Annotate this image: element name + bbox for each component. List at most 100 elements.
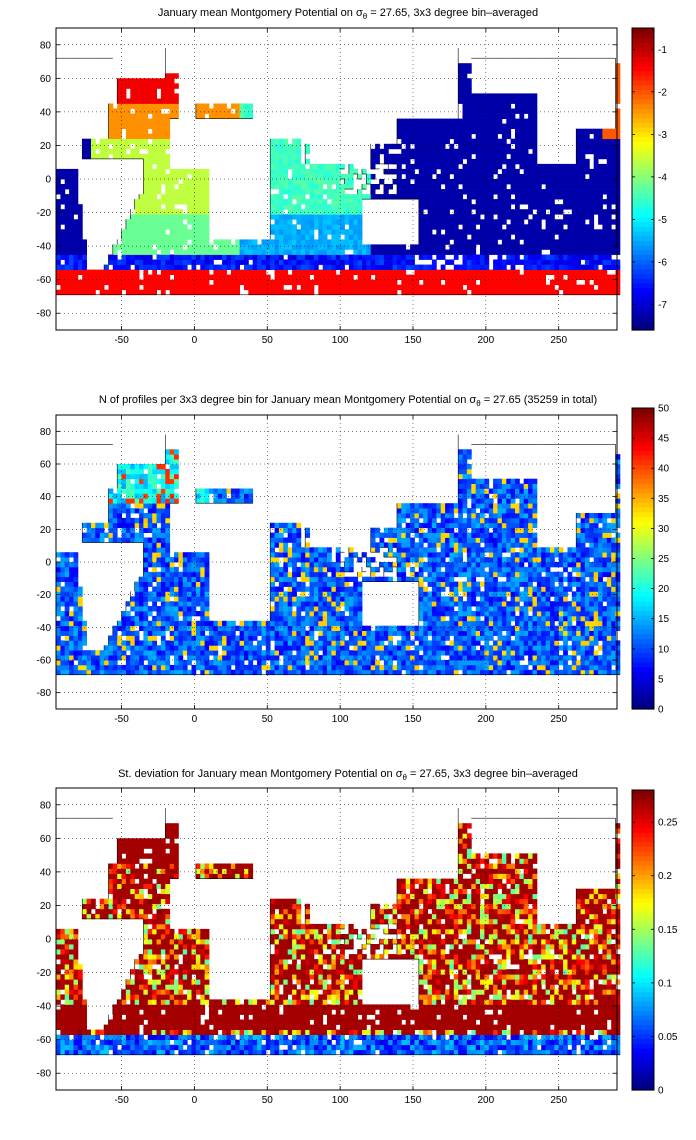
heatmap-cell — [418, 224, 424, 230]
heatmap-cell — [445, 289, 450, 296]
heatmap-cell — [475, 269, 481, 275]
heatmap-cell — [226, 498, 232, 504]
heatmap-cell — [178, 660, 184, 666]
colorbar-swatch — [632, 235, 654, 241]
heatmap-cell — [147, 83, 153, 89]
heatmap-cell — [82, 635, 87, 641]
heatmap-cell — [357, 234, 363, 240]
heatmap-cell — [178, 664, 184, 671]
heatmap-cell — [178, 259, 184, 265]
heatmap-cell — [200, 168, 206, 175]
heatmap-cell — [112, 118, 118, 124]
heatmap-cell — [160, 660, 166, 666]
heatmap-cell — [204, 591, 210, 597]
heatmap-cell — [204, 620, 210, 627]
heatmap-cell — [331, 209, 337, 215]
heatmap-cell — [104, 274, 109, 280]
heatmap-cell — [423, 133, 428, 140]
heatmap-cell — [156, 503, 162, 509]
heatmap-cell — [471, 179, 477, 185]
heatmap-cell — [515, 128, 520, 135]
heatmap-cell — [602, 174, 608, 180]
heatmap-cell — [449, 133, 455, 140]
heatmap-cell — [375, 254, 380, 260]
heatmap-cell — [235, 498, 240, 504]
heatmap-cell — [178, 635, 184, 641]
heatmap-cell — [536, 224, 542, 230]
heatmap-cell — [191, 194, 197, 200]
heatmap-cell — [606, 234, 612, 240]
heatmap-cell — [156, 284, 162, 291]
heatmap-cell — [187, 615, 192, 622]
heatmap-cell — [305, 214, 310, 220]
heatmap-cell — [410, 254, 415, 260]
heatmap-cell — [248, 113, 254, 119]
heatmap-cell — [344, 179, 350, 185]
heatmap-cell — [475, 184, 481, 190]
heatmap-cell — [576, 284, 581, 291]
heatmap-cell — [584, 128, 590, 135]
heatmap-cell — [453, 189, 459, 195]
heatmap-cell — [169, 630, 175, 636]
heatmap-cell — [436, 143, 442, 150]
heatmap-cell — [427, 224, 433, 230]
heatmap-cell — [187, 219, 192, 225]
heatmap-cell — [515, 123, 520, 129]
heatmap-cell — [143, 488, 149, 494]
heatmap-cell — [56, 630, 61, 636]
heatmap-cell — [309, 184, 315, 190]
heatmap-cell — [169, 459, 175, 465]
heatmap-cell — [204, 284, 210, 291]
heatmap-cell — [528, 229, 533, 235]
heatmap-cell — [69, 244, 74, 250]
heatmap-cell — [449, 179, 455, 185]
heatmap-cell — [165, 527, 171, 533]
heatmap-cell — [217, 108, 223, 114]
heatmap-cell — [584, 214, 590, 220]
heatmap-cell — [156, 254, 162, 260]
heatmap-cell — [204, 655, 210, 661]
heatmap-cell — [248, 488, 254, 494]
heatmap-cell — [580, 244, 586, 250]
heatmap-cell — [331, 289, 337, 296]
heatmap-cell — [239, 655, 245, 661]
heatmap-cell — [248, 650, 254, 656]
heatmap-cell — [501, 204, 507, 210]
heatmap-cell — [497, 153, 503, 160]
heatmap-cell — [501, 229, 507, 235]
heatmap-cell — [523, 98, 529, 104]
heatmap-cell — [147, 669, 153, 676]
heatmap-cell — [541, 168, 546, 175]
heatmap-cell — [270, 522, 275, 529]
heatmap-cell — [313, 189, 319, 195]
heatmap-cell — [598, 194, 603, 200]
heatmap-cell — [528, 239, 533, 245]
heatmap-cell — [423, 128, 428, 135]
heatmap-cell — [169, 620, 175, 627]
heatmap-cell — [160, 645, 166, 651]
heatmap-cell — [602, 184, 608, 190]
heatmap-cell — [493, 113, 498, 119]
heatmap-cell — [152, 93, 157, 99]
heatmap-cell — [143, 669, 149, 676]
heatmap-cell — [152, 153, 157, 160]
heatmap-cell — [563, 284, 568, 291]
heatmap-cell — [64, 259, 70, 265]
heatmap-cell — [200, 645, 206, 651]
heatmap-cell — [501, 158, 507, 165]
heatmap-cell — [125, 123, 131, 129]
heatmap-cell — [353, 284, 359, 291]
heatmap-cell — [523, 123, 529, 129]
heatmap-cell — [147, 562, 153, 568]
heatmap-cell — [156, 596, 162, 602]
heatmap-cell — [593, 289, 599, 296]
heatmap-cell — [117, 464, 122, 470]
heatmap-cell — [436, 194, 442, 200]
heatmap-cell — [606, 153, 612, 160]
heatmap-cell — [327, 214, 332, 220]
heatmap-cell — [165, 625, 171, 631]
heatmap-cell — [191, 650, 197, 656]
heatmap-cell — [497, 244, 503, 250]
heatmap-cell — [274, 611, 280, 617]
heatmap-cell — [431, 214, 437, 220]
